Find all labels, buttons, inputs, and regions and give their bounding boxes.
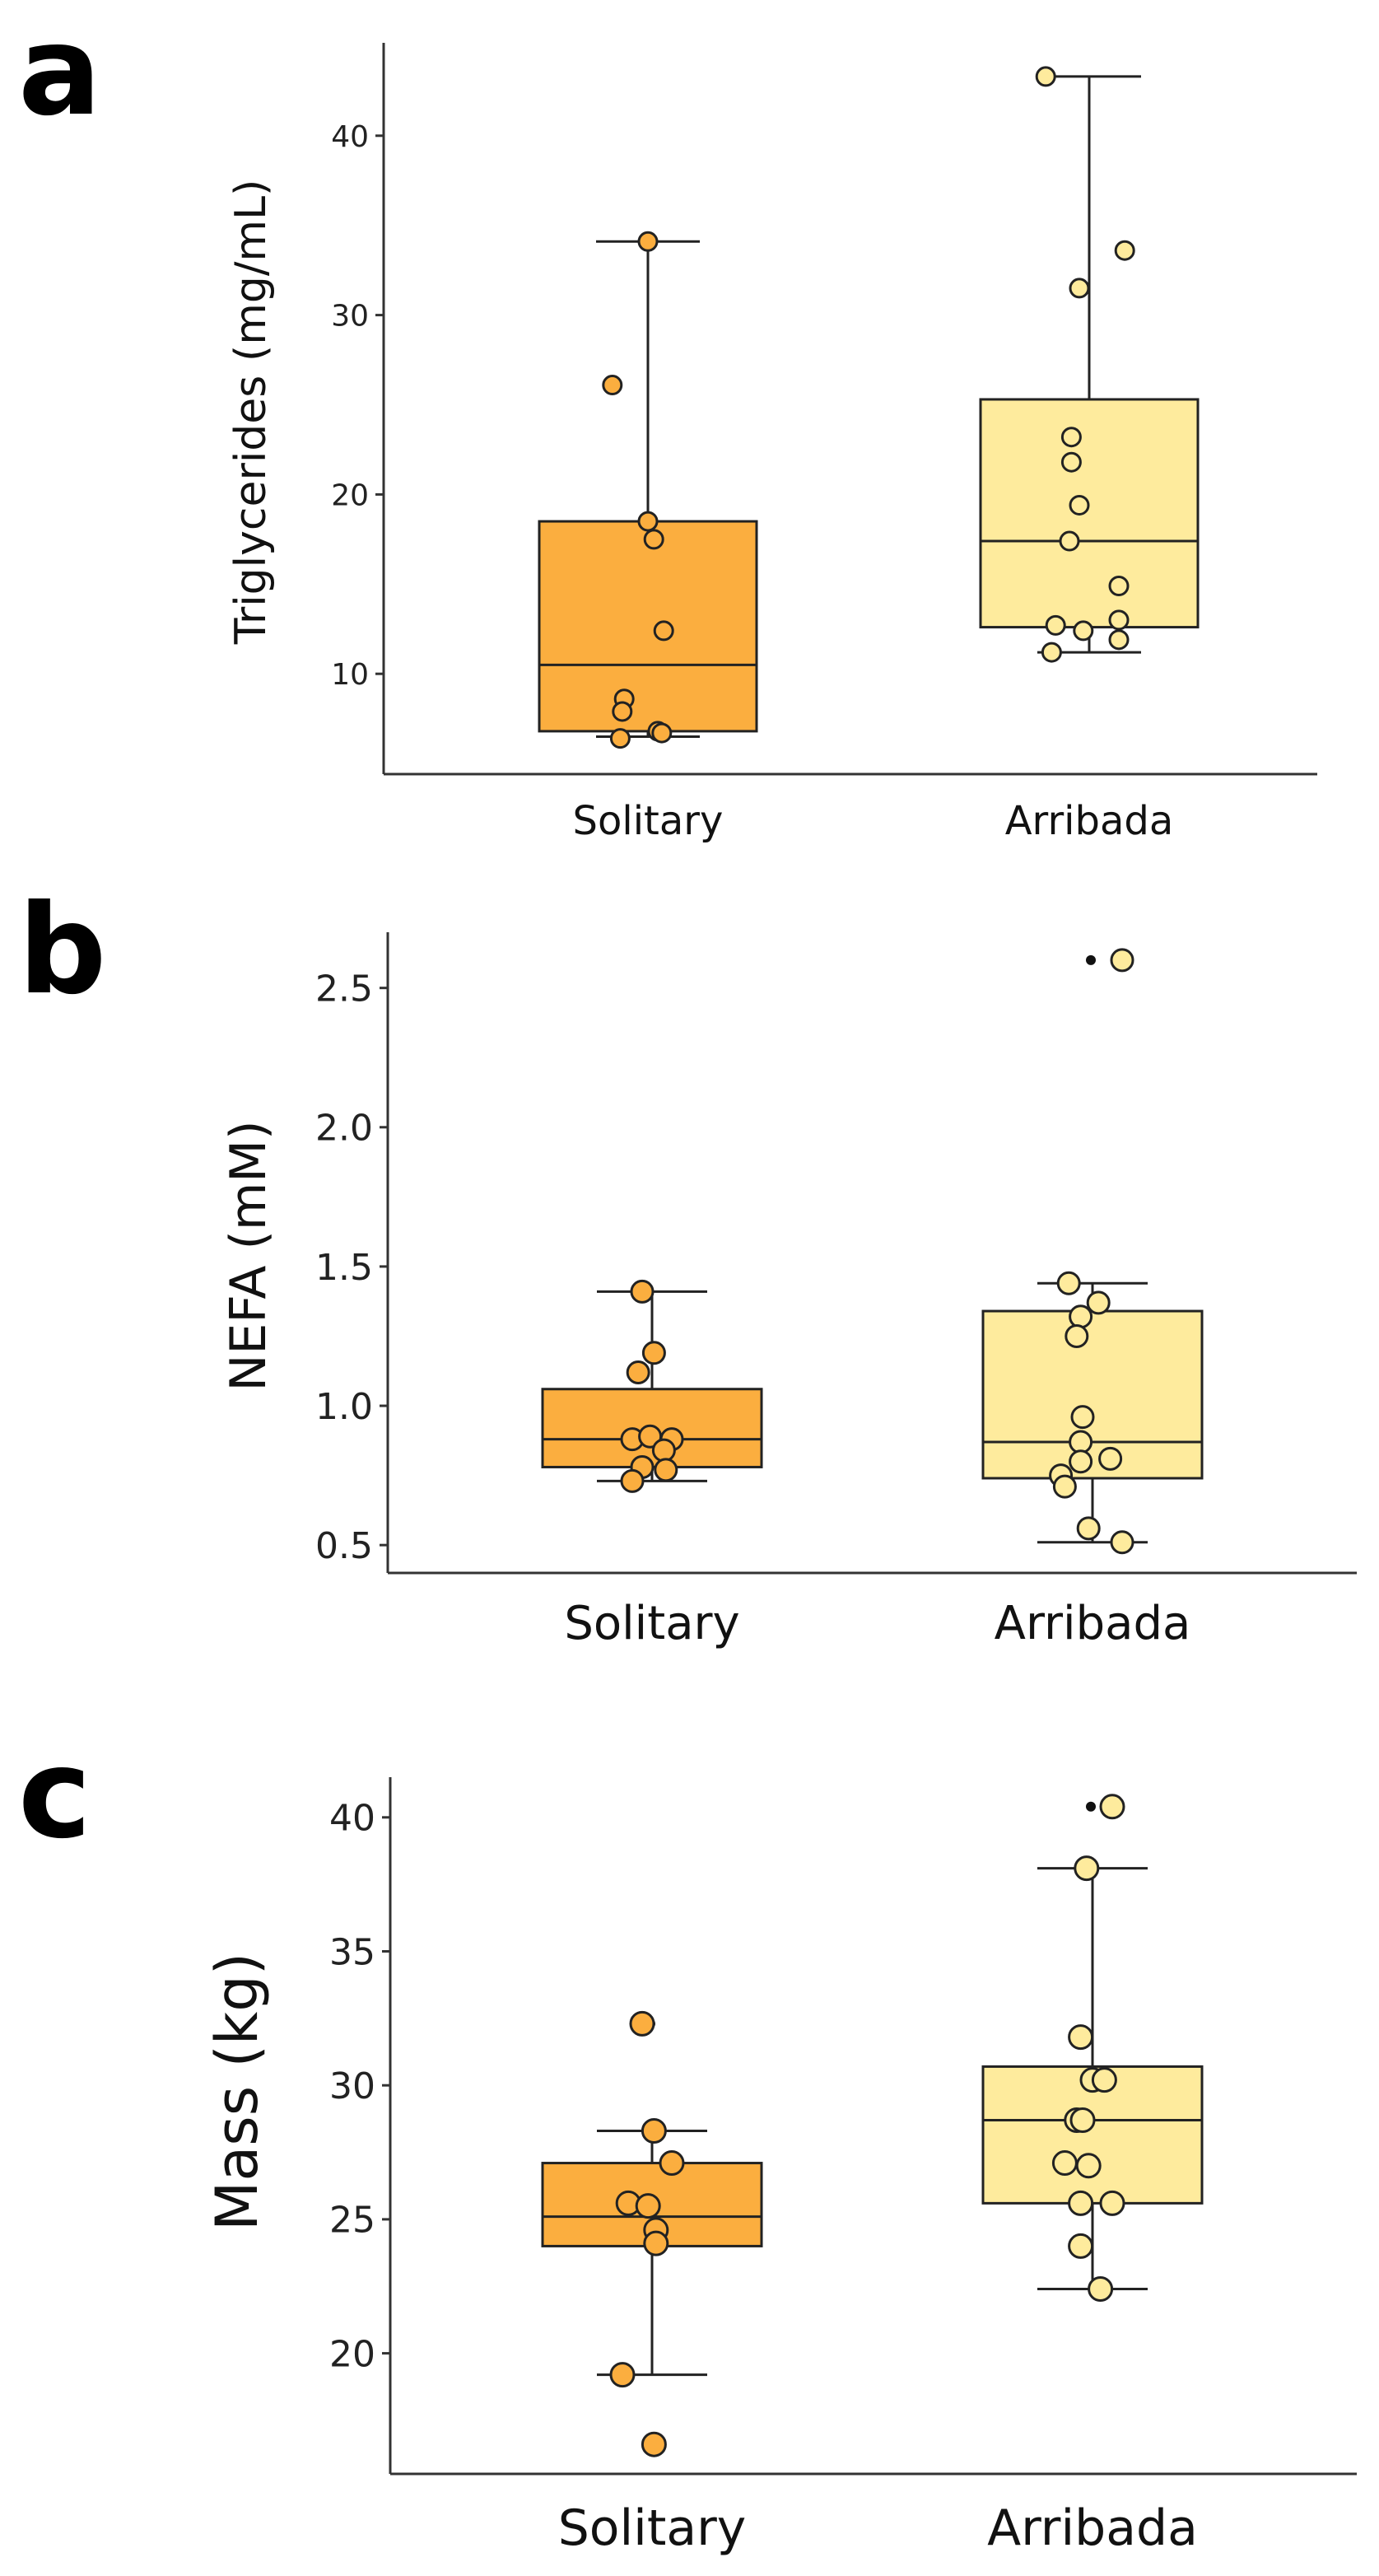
panel-b: b NEFA (mM) 0.5 1.0 1.5 2.0 2.5 Solitary Arr… xyxy=(18,879,1357,1650)
arribada-outlier-dot xyxy=(1086,954,1096,965)
solitary-data-point xyxy=(643,2230,669,2256)
arribada-data-point xyxy=(1056,1271,1081,1295)
arribada-data-point xyxy=(1070,1405,1095,1430)
solitary-data-point xyxy=(653,620,674,642)
panel-a-category-solitary: Solitary xyxy=(573,798,724,844)
solitary-data-point xyxy=(641,1341,666,1365)
panel-b-boxes xyxy=(541,948,1204,1555)
solitary-data-point xyxy=(626,1360,650,1384)
panel-c-y-ticks: 20 25 30 35 40 xyxy=(329,1798,390,2375)
y-tick-label: 30 xyxy=(331,300,369,334)
arribada-data-point xyxy=(1110,948,1134,973)
panel-c-category-solitary: Solitary xyxy=(558,2499,747,2557)
panel-b-category-arribada: Arribada xyxy=(995,1597,1191,1650)
arribada-data-point xyxy=(1069,2107,1096,2133)
panel-c-label: c xyxy=(18,1723,91,1866)
panel-a-label: a xyxy=(18,0,101,143)
solitary-data-point xyxy=(609,728,631,749)
y-tick-label: 1.5 xyxy=(315,1247,373,1289)
panel-a-y-ticks: 10 20 30 40 xyxy=(331,120,384,692)
y-tick-label: 2.0 xyxy=(315,1108,373,1150)
arribada-data-point xyxy=(1035,66,1056,87)
solitary-data-point xyxy=(612,701,633,722)
panel-a: a Triglycerides (mg/mL) 10 20 30 40 Solitar… xyxy=(18,0,1317,844)
y-tick-label: 0.5 xyxy=(315,1525,373,1567)
arribada-data-point xyxy=(1074,1855,1100,1882)
panel-b-label: b xyxy=(18,879,106,1022)
solitary-data-point xyxy=(602,375,623,396)
arribada-data-point xyxy=(1110,1530,1134,1555)
solitary-data-point xyxy=(641,2431,667,2457)
arribada-data-point xyxy=(1098,1446,1123,1471)
solitary-data-point xyxy=(641,2118,667,2144)
y-tick-label: 2.5 xyxy=(315,968,373,1010)
panel-c-boxes xyxy=(541,1794,1204,2457)
arribada-box xyxy=(981,1309,1204,1480)
arribada-data-point xyxy=(1069,1430,1093,1454)
arribada-data-point xyxy=(1059,530,1080,552)
arribada-data-point xyxy=(1108,575,1130,596)
arribada-data-point xyxy=(1069,1449,1093,1474)
arribada-data-point xyxy=(1075,2153,1102,2179)
arribada-data-point xyxy=(1114,240,1135,261)
arribada-data-point xyxy=(1051,2150,1078,2177)
y-tick-label: 40 xyxy=(329,1798,375,1840)
arribada-data-point xyxy=(1045,614,1066,636)
panel-c-category-arribada: Arribada xyxy=(987,2499,1198,2557)
arribada-data-point xyxy=(1088,2275,1114,2302)
panel-a-y-axis-title: Triglycerides (mg/mL) xyxy=(226,180,276,646)
y-tick-label: 20 xyxy=(329,2333,375,2375)
arribada-box xyxy=(979,398,1200,629)
solitary-data-point xyxy=(654,1458,678,1482)
y-tick-label: 1.0 xyxy=(315,1386,373,1428)
arribada-data-point xyxy=(1069,278,1090,299)
panel-c-y-axis-title: Mass (kg) xyxy=(203,1953,271,2231)
arribada-data-point xyxy=(1073,620,1094,642)
arribada-data-point xyxy=(1060,427,1082,448)
y-tick-label: 25 xyxy=(329,2200,375,2242)
arribada-data-point xyxy=(1091,2067,1117,2093)
solitary-data-point xyxy=(651,722,673,744)
solitary-data-point xyxy=(637,231,659,252)
y-tick-label: 10 xyxy=(331,658,369,692)
arribada-data-point xyxy=(1068,2024,1094,2051)
arribada-data-point xyxy=(1068,2233,1094,2259)
arribada-data-point xyxy=(1052,1474,1077,1499)
solitary-data-point xyxy=(659,2150,685,2177)
solitary-data-point xyxy=(630,1279,655,1304)
arribada-data-point xyxy=(1068,2190,1094,2216)
panel-b-y-ticks: 0.5 1.0 1.5 2.0 2.5 xyxy=(315,968,388,1567)
arribada-data-point xyxy=(1099,2190,1125,2216)
panel-a-category-arribada: Arribada xyxy=(1005,798,1174,844)
solitary-data-point xyxy=(643,529,664,550)
arribada-box xyxy=(981,2065,1204,2205)
arribada-data-point xyxy=(1069,1304,1093,1329)
y-tick-label: 30 xyxy=(329,2065,375,2107)
arribada-data-point xyxy=(1041,642,1062,663)
y-tick-label: 40 xyxy=(331,120,369,154)
solitary-box xyxy=(538,520,758,733)
panel-b-y-axis-title: NEFA (mM) xyxy=(220,1121,277,1392)
solitary-data-point xyxy=(635,2193,661,2219)
solitary-data-point xyxy=(637,511,659,532)
y-tick-label: 35 xyxy=(329,1931,375,1973)
arribada-data-point xyxy=(1076,1516,1101,1541)
panel-a-boxes xyxy=(538,66,1200,749)
solitary-data-point xyxy=(609,2362,636,2388)
arribada-data-point xyxy=(1108,629,1130,651)
arribada-data-point xyxy=(1086,1290,1111,1315)
arribada-data-point xyxy=(1108,609,1130,631)
arribada-outlier-dot xyxy=(1086,1801,1096,1812)
panel-c: c Mass (kg) 20 25 30 35 40 Solitary Arribada xyxy=(18,1723,1357,2557)
solitary-data-point xyxy=(629,2010,655,2037)
arribada-data-point xyxy=(1099,1794,1125,1820)
arribada-data-point xyxy=(1065,1323,1089,1348)
arribada-data-point xyxy=(1060,451,1082,473)
y-tick-label: 20 xyxy=(331,478,369,512)
solitary-data-point xyxy=(651,1438,676,1463)
solitary-data-point xyxy=(620,1468,645,1493)
panel-b-category-solitary: Solitary xyxy=(564,1597,739,1650)
arribada-data-point xyxy=(1069,494,1090,516)
